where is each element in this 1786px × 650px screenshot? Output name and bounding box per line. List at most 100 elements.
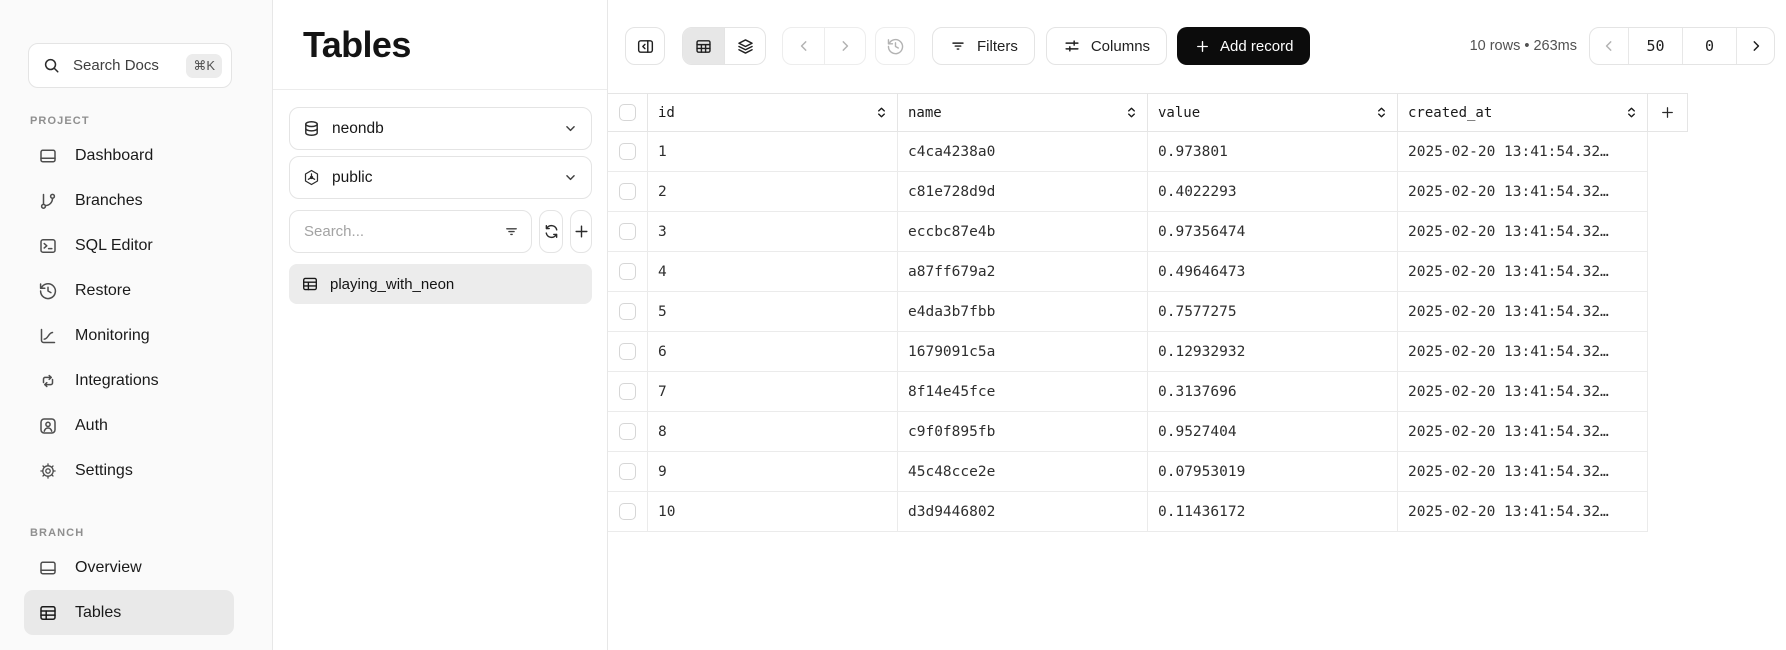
sidebar-item-label: Settings	[75, 461, 133, 479]
sort-icon[interactable]	[1375, 106, 1388, 119]
database-select[interactable]: neondb	[289, 107, 592, 150]
row-checkbox[interactable]	[619, 343, 636, 360]
filters-button[interactable]: Filters	[932, 27, 1035, 65]
sidebar-item-overview[interactable]: Overview	[24, 545, 234, 590]
cell-created_at[interactable]: 2025-02-20 13:41:54.32…	[1398, 252, 1648, 291]
cell-name[interactable]: d3d9446802	[898, 492, 1148, 531]
cell-value[interactable]: 0.973801	[1148, 132, 1398, 171]
cell-created_at[interactable]: 2025-02-20 13:41:54.32…	[1398, 492, 1648, 531]
sort-icon[interactable]	[875, 106, 888, 119]
cell-value[interactable]: 0.9527404	[1148, 412, 1398, 451]
create-table-button[interactable]	[570, 210, 592, 253]
history-button[interactable]	[875, 27, 915, 65]
column-header-value[interactable]: value	[1148, 94, 1398, 131]
cell-created_at[interactable]: 2025-02-20 13:41:54.32…	[1398, 172, 1648, 211]
cell-id[interactable]: 1	[648, 132, 898, 171]
sidebar-item-tables[interactable]: Tables	[24, 590, 234, 635]
cell-value[interactable]: 0.7577275	[1148, 292, 1398, 331]
column-header-created-at[interactable]: created_at	[1398, 94, 1648, 131]
row-checkbox[interactable]	[619, 143, 636, 160]
cell-name[interactable]: c9f0f895fb	[898, 412, 1148, 451]
sidebar-item-restore[interactable]: Restore	[24, 268, 234, 313]
cell-id[interactable]: 6	[648, 332, 898, 371]
cell-id[interactable]: 3	[648, 212, 898, 251]
cell-name[interactable]: eccbc87e4b	[898, 212, 1148, 251]
undo-button[interactable]	[783, 28, 824, 64]
cell-created_at[interactable]: 2025-02-20 13:41:54.32…	[1398, 292, 1648, 331]
sidebar-item-dashboard[interactable]: Dashboard	[24, 133, 234, 178]
cell-value[interactable]: 0.3137696	[1148, 372, 1398, 411]
cell-name[interactable]: 1679091c5a	[898, 332, 1148, 371]
cell-created_at[interactable]: 2025-02-20 13:41:54.32…	[1398, 212, 1648, 251]
row-checkbox[interactable]	[619, 423, 636, 440]
collapse-panel-button[interactable]	[625, 27, 665, 65]
sidebar-item-label: Integrations	[75, 371, 159, 389]
table-row: 5 e4da3b7fbb 0.7577275 2025-02-20 13:41:54.…	[608, 292, 1648, 332]
table-list-item-playing-with-neon[interactable]: playing_with_neon	[289, 264, 592, 304]
cell-name[interactable]: c4ca4238a0	[898, 132, 1148, 171]
cell-id[interactable]: 2	[648, 172, 898, 211]
add-column-button[interactable]	[1648, 94, 1688, 131]
row-checkbox[interactable]	[619, 503, 636, 520]
cell-id[interactable]: 9	[648, 452, 898, 491]
select-all-checkbox[interactable]	[619, 104, 636, 121]
cell-name[interactable]: c81e728d9d	[898, 172, 1148, 211]
cell-created_at[interactable]: 2025-02-20 13:41:54.32…	[1398, 452, 1648, 491]
cell-id[interactable]: 10	[648, 492, 898, 531]
refresh-tables-button[interactable]	[539, 210, 564, 253]
undo-redo-group	[782, 27, 866, 65]
prev-page-button[interactable]	[1590, 28, 1628, 64]
sidebar-item-branches[interactable]: Branches	[24, 178, 234, 223]
cell-id[interactable]: 7	[648, 372, 898, 411]
cell-name[interactable]: e4da3b7fbb	[898, 292, 1148, 331]
cell-value[interactable]: 0.49646473	[1148, 252, 1398, 291]
cell-value[interactable]: 0.07953019	[1148, 452, 1398, 491]
cell-id[interactable]: 5	[648, 292, 898, 331]
chevron-left-icon	[795, 37, 813, 55]
cell-id[interactable]: 4	[648, 252, 898, 291]
row-checkbox[interactable]	[619, 383, 636, 400]
columns-button[interactable]: Columns	[1045, 27, 1168, 65]
cell-value[interactable]: 0.11436172	[1148, 492, 1398, 531]
filter-lines-icon[interactable]	[503, 223, 520, 240]
sort-icon[interactable]	[1125, 106, 1138, 119]
redo-button[interactable]	[824, 28, 865, 64]
page-offset-value[interactable]: 0	[1682, 28, 1736, 64]
cell-name[interactable]: a87ff679a2	[898, 252, 1148, 291]
cell-created_at[interactable]: 2025-02-20 13:41:54.32…	[1398, 412, 1648, 451]
row-checkbox[interactable]	[619, 223, 636, 240]
table-search-input[interactable]	[304, 223, 503, 240]
column-header-id[interactable]: id	[648, 94, 898, 131]
cell-value[interactable]: 0.4022293	[1148, 172, 1398, 211]
cell-created_at[interactable]: 2025-02-20 13:41:54.32…	[1398, 132, 1648, 171]
sidebar: Search Docs ⌘K PROJECT Dashboard Branche…	[0, 0, 273, 650]
cell-value[interactable]: 0.97356474	[1148, 212, 1398, 251]
search-docs-button[interactable]: Search Docs ⌘K	[28, 43, 232, 88]
cell-created_at[interactable]: 2025-02-20 13:41:54.32…	[1398, 372, 1648, 411]
next-page-button[interactable]	[1736, 28, 1774, 64]
sort-icon[interactable]	[1625, 106, 1638, 119]
layers-view-toggle[interactable]	[724, 28, 765, 64]
row-checkbox[interactable]	[619, 303, 636, 320]
page-size-value[interactable]: 50	[1628, 28, 1682, 64]
cell-created_at[interactable]: 2025-02-20 13:41:54.32…	[1398, 332, 1648, 371]
cell-name[interactable]: 45c48cce2e	[898, 452, 1148, 491]
sidebar-item-settings[interactable]: Settings	[24, 448, 234, 493]
schema-select[interactable]: public	[289, 156, 592, 199]
cell-name[interactable]: 8f14e45fce	[898, 372, 1148, 411]
section-label-project: PROJECT	[30, 115, 90, 127]
sidebar-item-auth[interactable]: Auth	[24, 403, 234, 448]
data-toolbar: Filters Columns Add record 10 rows • 263…	[608, 27, 1786, 65]
cell-value[interactable]: 0.12932932	[1148, 332, 1398, 371]
column-header-label: created_at	[1408, 104, 1493, 121]
sidebar-item-monitoring[interactable]: Monitoring	[24, 313, 234, 358]
row-checkbox[interactable]	[619, 463, 636, 480]
row-checkbox[interactable]	[619, 183, 636, 200]
table-view-toggle[interactable]	[683, 28, 724, 64]
add-record-button[interactable]: Add record	[1177, 27, 1311, 65]
cell-id[interactable]: 8	[648, 412, 898, 451]
row-checkbox[interactable]	[619, 263, 636, 280]
column-header-name[interactable]: name	[898, 94, 1148, 131]
sidebar-item-integrations[interactable]: Integrations	[24, 358, 234, 403]
sidebar-item-sql-editor[interactable]: SQL Editor	[24, 223, 234, 268]
